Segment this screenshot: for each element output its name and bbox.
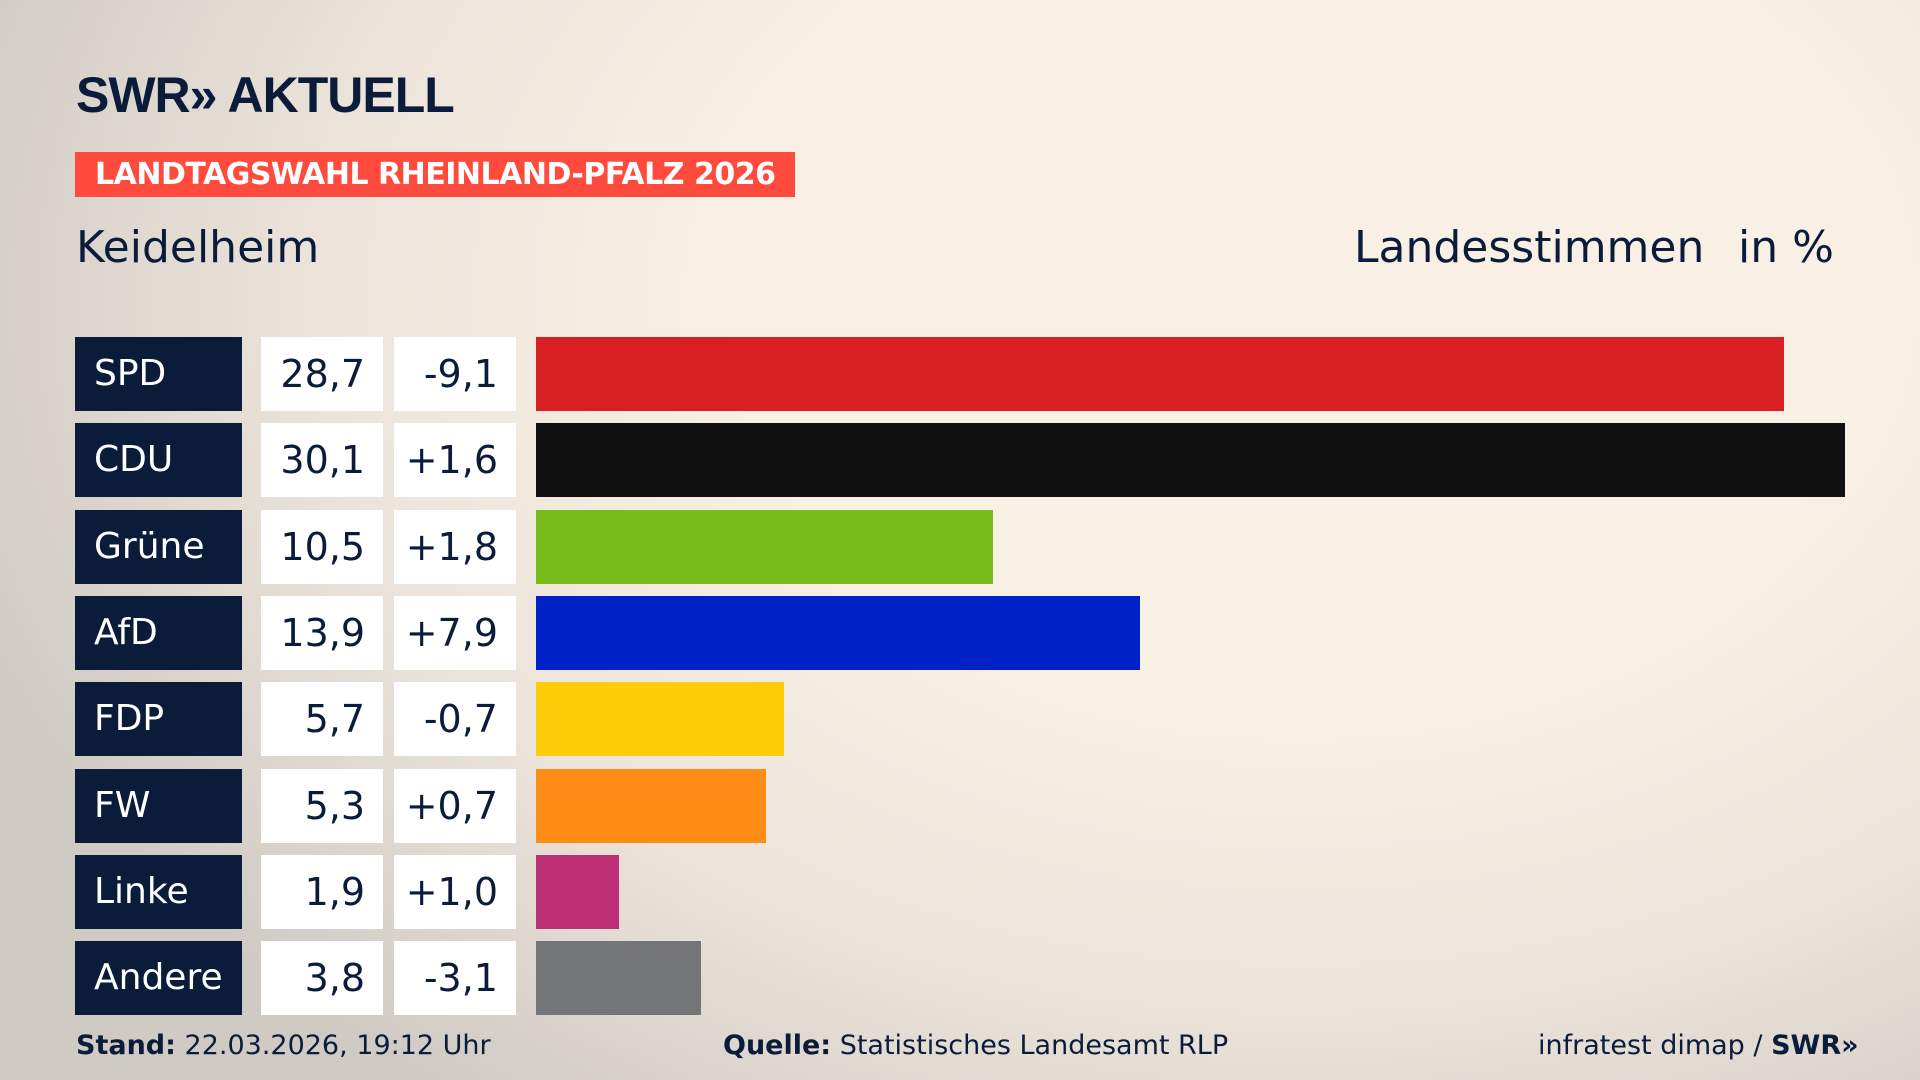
value-label: 3,8 [261,941,383,1016]
diff-label: -0,7 [394,682,516,757]
bar [536,682,784,757]
party-label: Grüne [75,509,242,584]
swr-aktuell-logo: SWR» AKTUELL [76,67,455,123]
source-value: Statistisches Landesamt RLP [839,1030,1229,1061]
value-label: 13,9 [261,595,383,670]
bar [536,423,1845,498]
bar [536,509,993,584]
diff-label: +1,0 [394,854,516,929]
swr-logo: SWR» [1771,1030,1859,1061]
value-label: 5,7 [261,682,383,757]
diff-label: +1,6 [394,423,516,498]
diff-label: +7,9 [394,595,516,670]
bar [536,337,1785,411]
value-label: 1,9 [261,854,383,929]
value-label: 5,3 [261,768,383,843]
bar [536,768,767,843]
bar [536,941,702,1016]
credit-text: infratest dimap / [1538,1030,1772,1061]
diff-label: -9,1 [394,337,516,411]
bar [536,595,1141,670]
timestamp: Stand: 22.03.2026, 19:12 Uhr [76,1030,491,1061]
bar [536,854,619,929]
unit-label: in % [1738,222,1834,273]
party-label: FW [75,768,242,843]
vote-type-label: Landesstimmen [1354,222,1705,273]
party-label: CDU [75,423,242,498]
region-title: Keidelheim [76,222,320,273]
party-label: Linke [75,854,242,929]
party-label: FDP [75,682,242,757]
value-label: 28,7 [261,337,383,411]
diff-label: +1,8 [394,509,516,584]
diff-label: -3,1 [394,941,516,1016]
value-label: 10,5 [261,509,383,584]
credit: infratest dimap / SWR» [1538,1030,1859,1061]
stand-label: Stand: [76,1030,176,1061]
stand-value: 22.03.2026, 19:12 Uhr [184,1030,491,1061]
election-banner: LANDTAGSWAHL RHEINLAND-PFALZ 2026 [75,152,796,197]
party-label: AfD [75,595,242,670]
diff-label: +0,7 [394,768,516,843]
source: Quelle: Statistisches Landesamt RLP [723,1030,1228,1061]
party-label: SPD [75,337,242,411]
party-label: Andere [75,941,242,1016]
value-label: 30,1 [261,423,383,498]
source-label: Quelle: [723,1030,832,1061]
